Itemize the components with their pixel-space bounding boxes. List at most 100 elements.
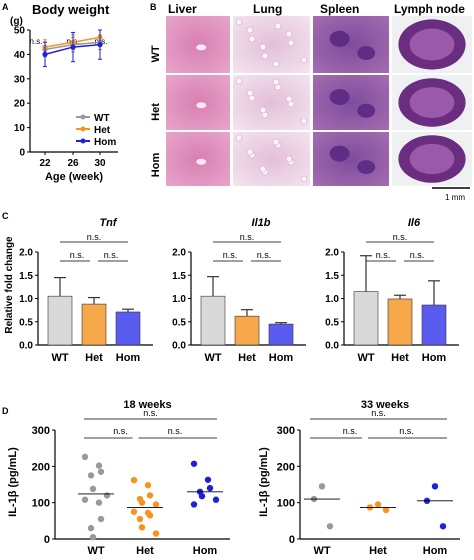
panel-d-letter: D — [2, 406, 9, 416]
panel-b-alveolus — [285, 30, 293, 38]
panel-c-x-tick-label: Het — [238, 352, 256, 364]
panel-b-scalebar-label: 1 mm — [445, 193, 465, 202]
panel-c-title: Tnf — [99, 217, 117, 229]
panel-d-point — [206, 484, 214, 492]
panel-d-point — [81, 453, 89, 461]
panel-b-col-lung: Lung — [253, 2, 282, 16]
panel-c-x-tick-label: Hom — [269, 352, 294, 364]
panel-a-x-tick-label: 22 — [39, 158, 51, 169]
panel-b-tile — [166, 75, 230, 130]
panel-c-y-tick-label: 1.5 — [19, 271, 33, 282]
panel-d-x-tick-label: Hom — [423, 545, 448, 557]
panel-c-x-tick-label: Het — [85, 352, 103, 364]
panel-b-alveolus — [259, 106, 267, 114]
panel-d-point — [144, 482, 152, 489]
panel-d-point — [89, 485, 97, 493]
panel-b-alveolus — [300, 117, 308, 125]
panel-d-point — [95, 499, 103, 506]
panel-c-y-tick-label: 1.0 — [325, 294, 339, 305]
panel-c-x-tick-label: WT — [357, 352, 374, 364]
panel-d-point — [130, 476, 138, 484]
panel-b-histology — [166, 16, 472, 186]
panel-a-legend-label: Hom — [94, 137, 116, 148]
panel-d-ylabel-left: IL-1β (pg/mL) — [7, 447, 19, 517]
panel-d-point — [87, 472, 95, 479]
panel-c-letter: C — [2, 211, 9, 221]
panel-a-y-tick-label: 40 — [14, 50, 26, 61]
panel-d-point — [152, 501, 160, 508]
panel-a-y-tick-label: 20 — [14, 99, 26, 110]
panel-c-bar — [234, 315, 260, 346]
panel-d-point — [439, 523, 447, 530]
panel-a-point — [42, 51, 48, 58]
panel-b-vessel — [196, 102, 207, 109]
panel-b-alveolus — [235, 18, 243, 26]
panel-d-x-tick-label: WT — [87, 545, 104, 557]
panel-b-follicle — [329, 145, 350, 162]
panel-c-ns-label: n.s. — [104, 250, 119, 260]
panel-d-y-tick-label: 100 — [277, 498, 295, 510]
panel-d-point — [87, 524, 95, 532]
panel-d-point — [190, 501, 198, 508]
panel-b-tile — [233, 132, 310, 186]
panel-b-alveolus — [274, 22, 282, 30]
panel-b-alveolus — [259, 165, 267, 173]
panel-b-follicle — [357, 103, 376, 118]
panel-b-follicle — [329, 89, 350, 105]
panel-b-letter: B — [150, 2, 157, 12]
panel-a-legend-label: Het — [94, 125, 111, 136]
panel-a-letter: A — [2, 2, 9, 12]
panel-d-point — [138, 499, 146, 506]
panel-b-alveolus — [248, 35, 256, 43]
panel-a-legend-marker — [80, 138, 86, 144]
panel-d-point — [152, 530, 160, 537]
panel-a-legend-marker — [80, 126, 86, 132]
panel-b-alveolus — [235, 134, 243, 142]
panel-b-row-wt: WT — [150, 45, 162, 62]
panel-b-follicle — [357, 46, 376, 61]
panel-b-vessel — [196, 158, 207, 165]
panel-d-point — [374, 501, 382, 508]
panel-c-bar — [200, 295, 226, 346]
panel-c-y-tick-label: 0.0 — [172, 341, 186, 352]
panel-d-point — [138, 524, 146, 531]
panel-b-row-het: Het — [150, 103, 162, 121]
panel-c-ns-label: n.s. — [240, 232, 255, 242]
panel-b-tile — [233, 16, 310, 73]
panel-a-x-tick-label: 30 — [94, 158, 106, 169]
panel-c-bar — [81, 303, 107, 346]
panel-c-bar — [387, 298, 413, 346]
panel-d-point — [130, 508, 138, 515]
panel-d-point — [190, 460, 198, 467]
panel-a-y-tick-label: 0 — [19, 148, 25, 159]
panel-b-tile — [166, 16, 230, 73]
panel-b-lymph-node-core — [409, 28, 455, 61]
panel-d-point — [97, 468, 105, 475]
panel-b-alveolus — [235, 77, 243, 85]
panel-b-alveolus — [259, 43, 267, 51]
panel-d-ns-label: n.s. — [371, 408, 386, 418]
panel-b-alveolus — [246, 89, 254, 97]
panel-c-y-tick-label: 0.0 — [19, 341, 33, 352]
panel-c-ylabel: Relative fold change — [4, 236, 15, 334]
panel-d-ns-label: n.s. — [343, 426, 358, 436]
panel-c-title: Il1b — [252, 217, 271, 229]
panel-b-tile — [313, 16, 389, 73]
panel-c-ns-label: n.s. — [393, 232, 408, 242]
panel-b-alveolus — [285, 155, 293, 163]
panel-c-ns-label: n.s. — [223, 250, 238, 260]
panel-d-y-tick-label: 300 — [277, 425, 295, 437]
panel-c-x-tick-label: Het — [391, 352, 409, 364]
panel-b-alveolus — [246, 148, 254, 156]
panel-d-point — [81, 496, 89, 503]
panel-c-x-tick-label: Hom — [116, 352, 141, 364]
panel-c-title: Il6 — [408, 217, 421, 229]
panel-d-ns-label: n.s. — [168, 426, 183, 436]
panel-c-y-tick-label: 2.0 — [325, 248, 339, 259]
panel-d-point — [103, 492, 111, 499]
panel-d-title: 33 weeks — [361, 399, 409, 411]
panel-b-alveolus — [272, 60, 280, 68]
panel-d-point — [318, 483, 326, 490]
panel-b-tile — [313, 132, 389, 186]
